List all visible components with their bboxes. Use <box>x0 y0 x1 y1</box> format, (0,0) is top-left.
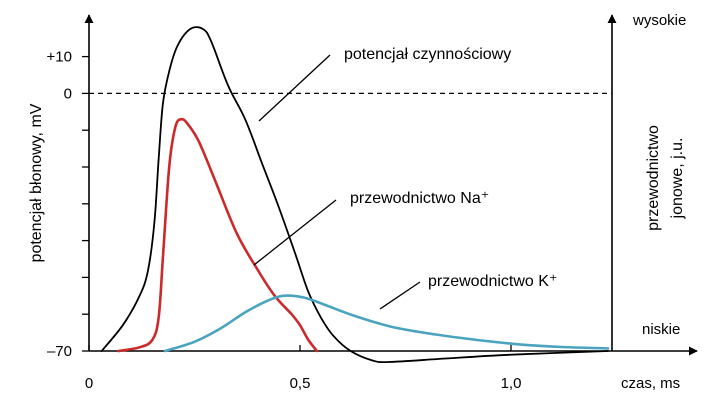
labels-group: +10 0 –70 0 0,5 1,0 potencjał czynnościowy prze… <box>28 12 686 392</box>
y-tick-label: –70 <box>47 343 72 360</box>
action-potential-annotation-label: potencjał czynnościowy <box>344 46 511 63</box>
y-tick-label: +10 <box>47 49 72 66</box>
sodium-conductance-line <box>117 117 319 353</box>
sodium-conductance-annotation-label: przewodnictwo Na⁺ <box>350 190 489 207</box>
series-group <box>100 26 610 363</box>
y-axis-right-label-line1: przewodnictwo <box>645 125 662 231</box>
x-tick-label: 0 <box>85 375 93 392</box>
axes <box>82 14 698 356</box>
y-axis-left-label: potencjał błonowy, mV <box>28 103 45 262</box>
x-axis-label: czas, ms <box>621 375 680 392</box>
x-tick-label: 1,0 <box>501 375 522 392</box>
right-axis-bottom-label: niskie <box>642 321 680 338</box>
right-axis-top-label: wysokie <box>632 12 686 29</box>
sodium-conductance-annotation-leader <box>253 199 337 266</box>
action-potential-line <box>100 26 609 363</box>
y-tick-label: 0 <box>64 85 72 102</box>
potassium-conductance-annotation-label: przewodnictwo K⁺ <box>428 273 557 290</box>
potassium-conductance-line <box>163 294 610 353</box>
x-tick-label: 0,5 <box>290 375 311 392</box>
action-potential-annotation-leader <box>258 54 331 122</box>
y-axis-right-label-line2: jonowe, j.u. <box>669 138 686 220</box>
potassium-conductance-annotation-leader <box>379 281 421 310</box>
